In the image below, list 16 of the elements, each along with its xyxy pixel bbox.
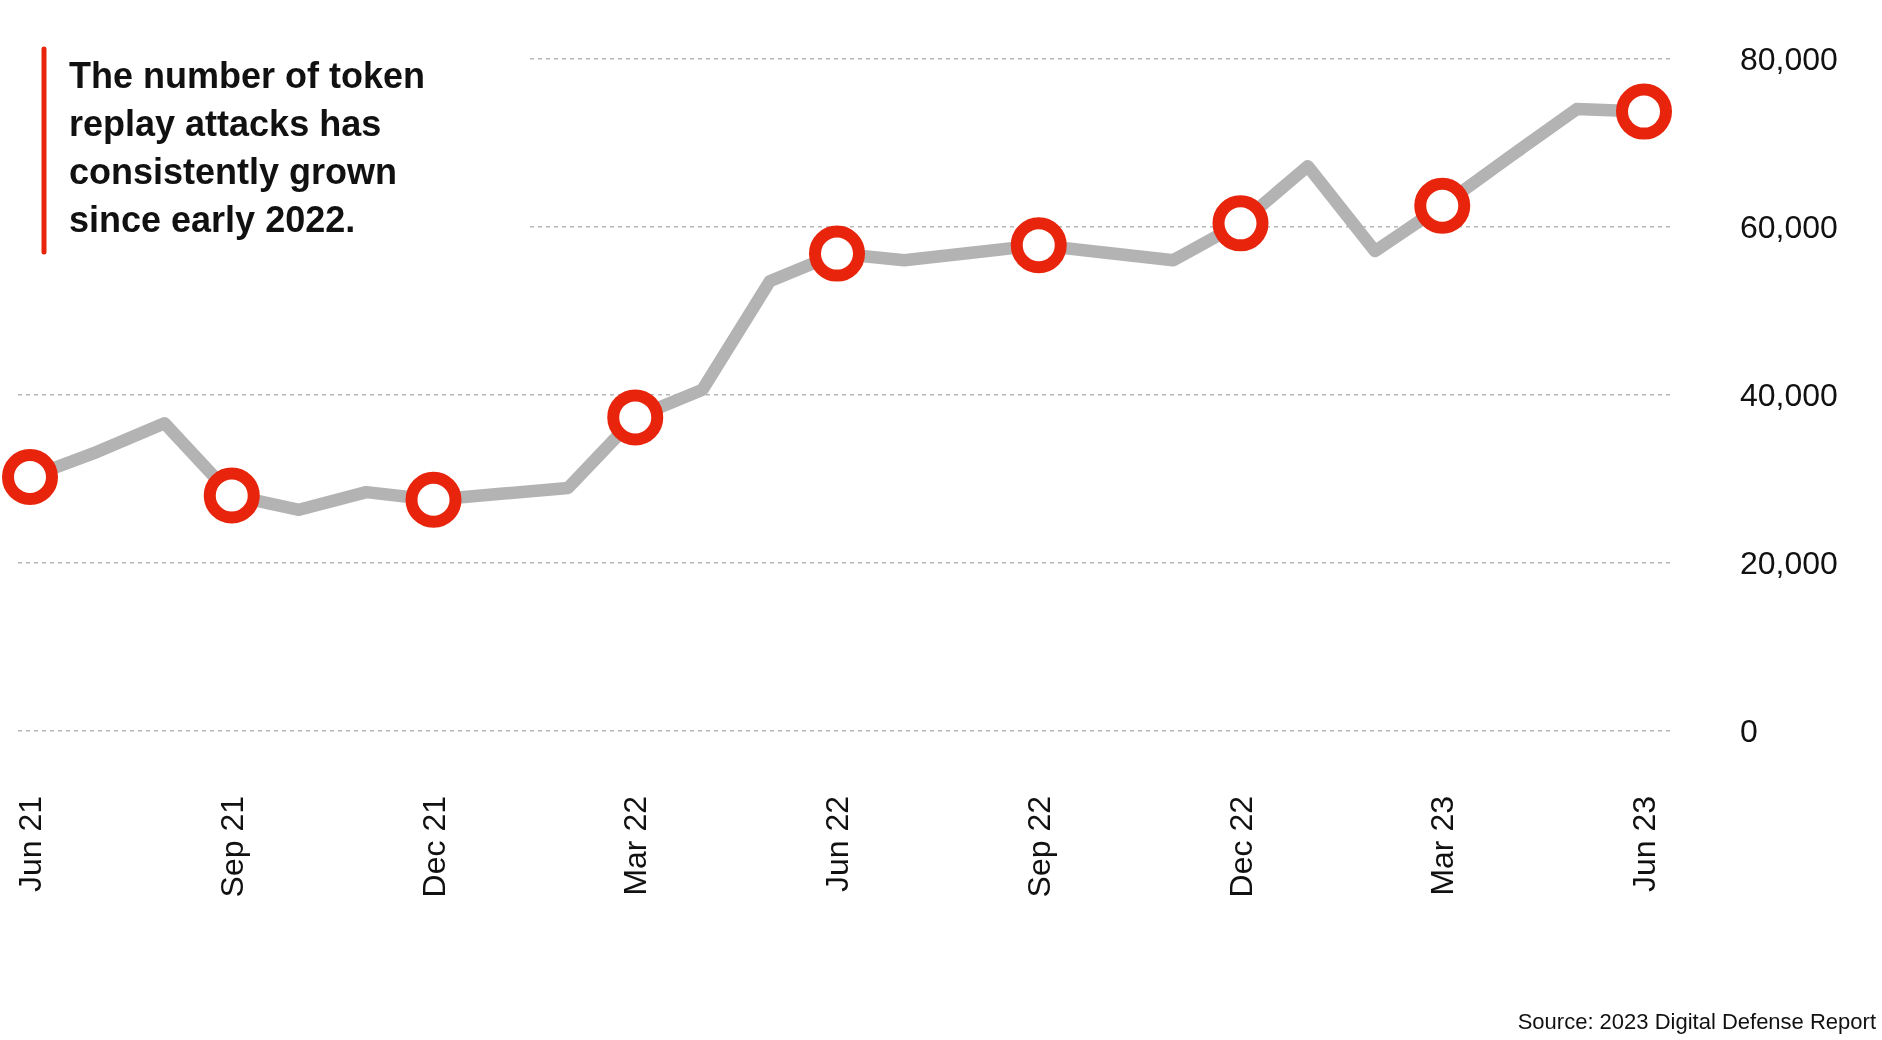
source-note: Source: 2023 Digital Defense Report (1517, 1009, 1876, 1034)
x-tick-label: Sep 22 (1020, 796, 1057, 898)
x-tick-label: Dec 22 (1222, 796, 1259, 898)
x-tick-label: Jun 23 (1626, 796, 1662, 893)
y-tick-label: 60,000 (1740, 208, 1838, 245)
x-tick-label: Mar 22 (617, 796, 654, 896)
y-tick-label: 40,000 (1740, 376, 1838, 413)
y-tick-label: 20,000 (1740, 544, 1838, 581)
y-tick-label: 80,000 (1740, 40, 1838, 77)
x-tick-label: Jun 22 (819, 796, 855, 893)
x-tick-label: Jun 21 (12, 796, 48, 893)
text: The number of token replay attacks has consistently grown since early 2022. (69, 55, 426, 240)
x-tick-label: Mar 23 (1424, 796, 1461, 896)
y-tick-label: 0 (1740, 712, 1758, 749)
x-tick-label: Dec 21 (415, 796, 452, 898)
x-tick-label: Sep 21 (213, 796, 250, 898)
